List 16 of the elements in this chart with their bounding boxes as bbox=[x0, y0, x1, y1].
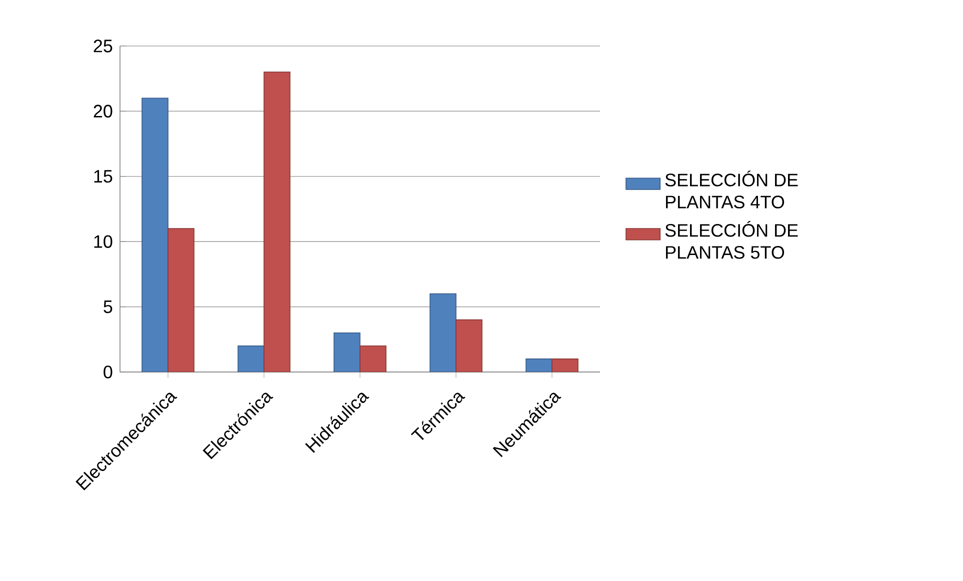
bar bbox=[238, 346, 264, 372]
bar bbox=[430, 293, 456, 372]
y-tick-label: 25 bbox=[94, 40, 112, 52]
y-tick-label: 15 bbox=[94, 170, 112, 183]
y-tick-label: 10 bbox=[94, 235, 112, 248]
bar bbox=[168, 228, 194, 372]
y-tick-label: 0 bbox=[104, 366, 112, 378]
legend-label: SELECCIÓN DE PLANTAS 4TO bbox=[665, 170, 798, 208]
y-tick-label: 20 bbox=[94, 104, 112, 118]
legend-label: SELECCIÓN DE PLANTAS 5TO bbox=[665, 220, 798, 259]
bar bbox=[360, 346, 386, 372]
bar bbox=[142, 98, 168, 372]
bar bbox=[334, 332, 360, 372]
bar bbox=[264, 72, 290, 372]
bar bbox=[456, 319, 482, 372]
y-tick-label: 5 bbox=[104, 300, 112, 314]
